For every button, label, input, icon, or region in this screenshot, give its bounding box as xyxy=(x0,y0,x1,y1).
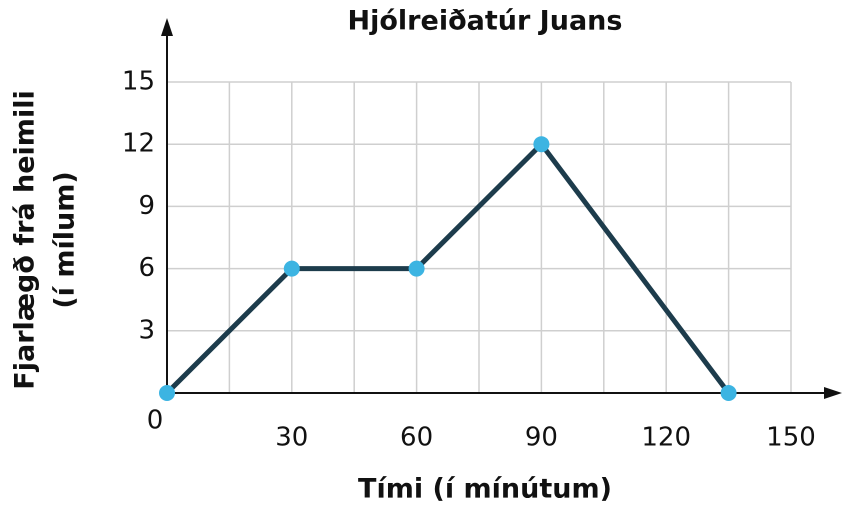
x-tick-label: 30 xyxy=(275,423,308,453)
x-tick-label: 150 xyxy=(766,423,816,453)
x-tick-label: 120 xyxy=(641,423,691,453)
y-axis-label: Fjarlægð frá heimili xyxy=(10,90,41,389)
x-tick-label: 60 xyxy=(400,423,433,453)
x-tick-label: 90 xyxy=(525,423,558,453)
plot xyxy=(159,136,737,401)
y-tick-label: 6 xyxy=(138,253,155,283)
chart-title: Hjólreiðatúr Juans xyxy=(348,6,623,37)
point xyxy=(408,260,425,277)
x-axis-arrow xyxy=(824,387,842,399)
point xyxy=(159,385,175,401)
y-tick-label: 12 xyxy=(122,129,155,159)
y-tick-label: 15 xyxy=(122,67,155,97)
y-tick-label: 9 xyxy=(138,191,155,221)
x-tick-label: 0 xyxy=(147,406,164,436)
y-tick-label: 3 xyxy=(138,315,155,345)
point xyxy=(720,385,737,401)
point xyxy=(283,260,300,277)
point xyxy=(533,136,550,153)
y-axis-arrow xyxy=(161,18,173,36)
y-axis-label: (í mílum) xyxy=(50,171,81,308)
x-axis-label: Tími (í mínútum) xyxy=(358,474,612,505)
